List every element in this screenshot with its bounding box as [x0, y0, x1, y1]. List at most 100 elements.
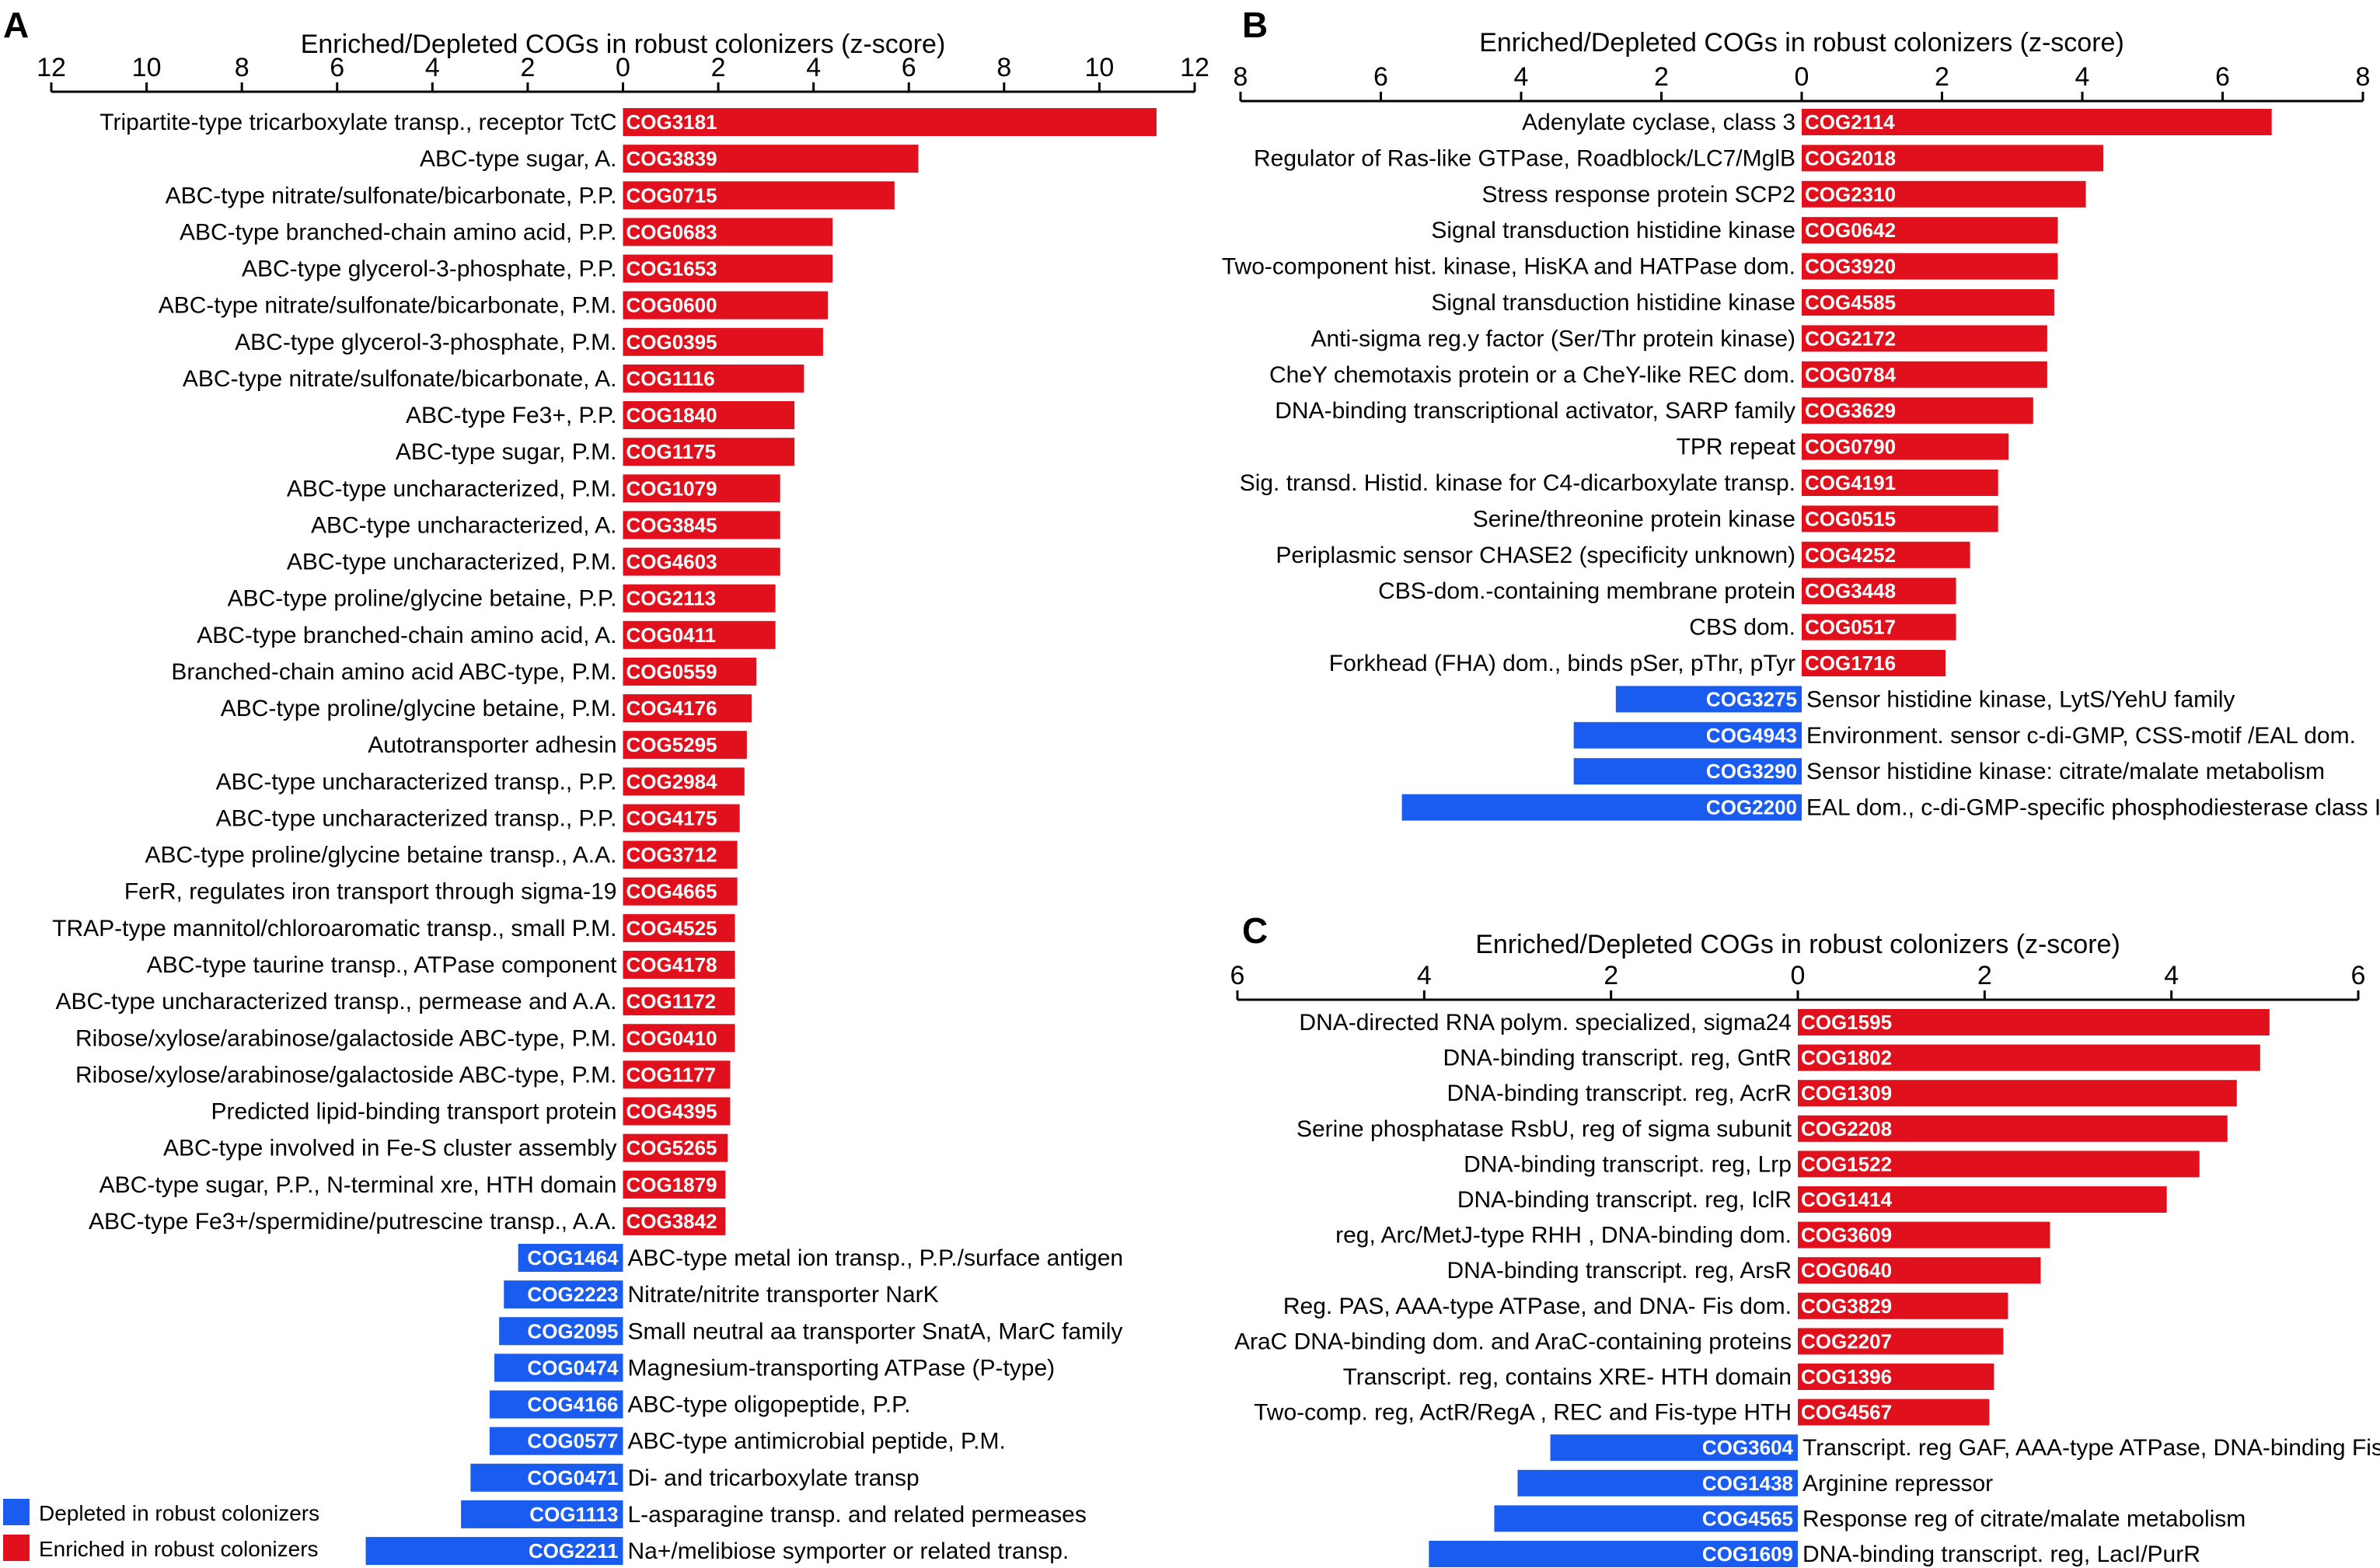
bar-cog-label: COG2223: [527, 1283, 618, 1306]
bar-cog-label: COG1840: [626, 403, 717, 427]
bar-row: COG3275 Sensor histidine kinase, LytS/Yeh…: [1615, 686, 2235, 713]
bar-enriched: [623, 291, 829, 320]
bar-cog-label: COG1175: [626, 440, 717, 463]
bar-row: COG3181 Tripartite-type tricarboxylate tr…: [99, 108, 1157, 136]
bar-row: COG0642 Signal transduction histidine kin…: [1431, 217, 2058, 244]
bar-enriched: [623, 987, 735, 1016]
bar-description: ABC-type uncharacterized, A.: [311, 512, 617, 538]
bar-enriched: [1798, 1151, 2200, 1178]
bar-row: COG3829 Reg. PAS, AAA-type ATPase, and DN…: [1283, 1292, 2008, 1319]
bar-cog-label: COG2310: [1805, 183, 1896, 206]
x-tick-label: 10: [132, 53, 162, 82]
bar-description: ABC-type sugar, P.M.: [396, 439, 617, 465]
bar-cog-label: COG1113: [529, 1503, 618, 1526]
bar-description: Anti-sigma reg.y factor (Ser/Thr protein…: [1310, 326, 1795, 351]
bar-row: COG1113 L-asparagine transp. and related …: [461, 1500, 1087, 1528]
bar-row: COG2223 Nitrate/nitrite transporter NarK: [504, 1280, 939, 1309]
bar-enriched: [1802, 180, 2086, 208]
bar-description: ABC-type nitrate/sulfonate/bicarbonate, …: [166, 183, 617, 208]
bar-enriched: [623, 877, 738, 906]
bar-row: COG0517 CBS dom.: [1689, 613, 1956, 641]
bar-enriched: [623, 1207, 726, 1235]
bar-enriched: [623, 401, 795, 430]
bar-description: Ribose/xylose/arabinose/galactoside ABC-…: [75, 1062, 617, 1088]
bar-row: COG2207 AraC DNA-binding dom. and AraC-co…: [1234, 1328, 2004, 1355]
bar-row: COG0471 Di- and tricarboxylate transp: [470, 1463, 920, 1492]
bar-description: Predicted lipid-binding transport protei…: [211, 1099, 617, 1125]
bar-enriched: [1802, 325, 2047, 352]
bar-cog-label: COG0790: [1805, 435, 1896, 459]
bar-enriched: [1798, 1009, 2270, 1035]
bar-row: COG1840 ABC-type Fe3+, P.P.: [406, 401, 795, 430]
x-tick-label: 12: [37, 53, 66, 82]
bar-cog-label: COG2207: [1801, 1329, 1892, 1353]
bar-row: COG4567 Two-comp. reg, ActR/RegA , REC an…: [1254, 1399, 1990, 1426]
bar-description: DNA-binding transcript. reg, GntR: [1443, 1046, 1792, 1071]
bar-description: ABC-type taurine transp., ATPase compone…: [147, 952, 617, 978]
bar-cog-label: COG1396: [1801, 1365, 1892, 1388]
bar-row: COG4525 TRAP-type mannitol/chloroaromatic…: [52, 913, 735, 942]
bar-description: Tripartite-type tricarboxylate transp., …: [99, 110, 616, 135]
bar-enriched: [623, 327, 823, 356]
bar-description: FerR, regulates iron transport through s…: [124, 879, 617, 905]
bar-description: reg, Arc/MetJ-type RHH , DNA-binding dom…: [1335, 1223, 1792, 1248]
bar-enriched: [623, 108, 1157, 136]
bar-row: COG0395 ABC-type glycerol-3-phosphate, P.…: [235, 327, 823, 356]
panel-letter: B: [1242, 5, 1268, 45]
bar-row: COG1464 ABC-type metal ion transp., P.P./…: [518, 1244, 1123, 1273]
bar-description: ABC-type Fe3+, P.P.: [406, 403, 617, 428]
x-tick-label: 2: [520, 53, 535, 82]
panel-c: C Enriched/Depleted COGs in robust coloni…: [1230, 910, 2380, 1567]
bar-row: COG2310 Stress response protein SCP2: [1481, 180, 2086, 208]
bar-row: COG4603 ABC-type uncharacterized, P.M.: [287, 547, 780, 576]
bar-description: ABC-type uncharacterized, P.M.: [287, 550, 617, 575]
bar-cog-label: COG4395: [626, 1100, 717, 1123]
bar-row: COG4665 FerR, regulates iron transport th…: [124, 877, 738, 906]
bar-cog-label: COG0515: [1805, 507, 1896, 530]
bar-enriched: [623, 694, 752, 723]
bar-enriched: [1802, 433, 2009, 460]
chart-title: Enriched/Depleted COGs in robust coloniz…: [301, 30, 946, 59]
legend-enriched-label: Enriched in robust colonizers: [39, 1537, 319, 1561]
bar-row: COG1802 DNA-binding transcript. reg, GntR: [1443, 1044, 2260, 1071]
bar-depleted: [1429, 1541, 1798, 1567]
bar-row: COG4252 Periplasmic sensor CHASE2 (specif…: [1275, 541, 1970, 568]
bar-cog-label: COG1464: [527, 1246, 619, 1269]
bar-description: AraC DNA-binding dom. and AraC-containin…: [1234, 1329, 1792, 1354]
bar-depleted: [1517, 1469, 1798, 1496]
bar-cog-label: COG1802: [1801, 1046, 1892, 1070]
bar-row: COG3629 DNA-binding transcriptional activ…: [1275, 397, 2033, 424]
bar-depleted: [494, 1353, 623, 1382]
bar-depleted: [470, 1463, 623, 1492]
x-tick-label: 6: [330, 53, 344, 82]
bar-description: Transcript. reg GAF, AAA-type ATPase, DN…: [1802, 1435, 2380, 1461]
bar-cog-label: COG3181: [626, 110, 717, 134]
bar-description: Adenylate cyclase, class 3: [1522, 110, 1795, 135]
legend-depleted-label: Depleted in robust colonizers: [39, 1501, 319, 1525]
bar-description: Two-component hist. kinase, HisKA and HA…: [1222, 254, 1795, 280]
bar-cog-label: COG3448: [1805, 579, 1896, 602]
bar-row: COG0715 ABC-type nitrate/sulfonate/bicarb…: [166, 181, 895, 210]
bar-row: COG1522 DNA-binding transcript. reg, Lrp: [1464, 1151, 2200, 1178]
bar-row: COG0784 CheY chemotaxis protein or a CheY…: [1269, 361, 2047, 388]
bar-enriched: [1802, 289, 2054, 316]
bar-enriched: [1802, 217, 2058, 244]
panel-letter: A: [3, 5, 29, 45]
legend-enriched-swatch: [3, 1535, 30, 1561]
bar-depleted: [489, 1427, 623, 1455]
bar-cog-label: COG3290: [1706, 760, 1797, 783]
bar-description: Nitrate/nitrite transporter NarK: [628, 1282, 939, 1308]
bar-row: COG1079 ABC-type uncharacterized, P.M.: [287, 474, 780, 503]
x-tick-label: 6: [2215, 62, 2230, 92]
bar-row: COG4175 ABC-type uncharacterized transp.,…: [216, 804, 740, 833]
bar-description: DNA-binding transcriptional activator, S…: [1275, 398, 1795, 424]
bar-cog-label: COG4565: [1702, 1507, 1793, 1530]
x-tick-label: 6: [1373, 62, 1388, 92]
bar-description: ABC-type Fe3+/spermidine/putrescine tran…: [89, 1209, 617, 1234]
bar-description: Branched-chain amino acid ABC-type, P.M.: [171, 659, 616, 685]
bar-depleted: [499, 1317, 623, 1346]
bar-enriched: [1798, 1080, 2237, 1107]
bar-row: COG4178 ABC-type taurine transp., ATPase …: [147, 950, 735, 979]
bar-cog-label: COG1653: [626, 257, 717, 281]
bar-enriched: [1798, 1328, 2004, 1355]
